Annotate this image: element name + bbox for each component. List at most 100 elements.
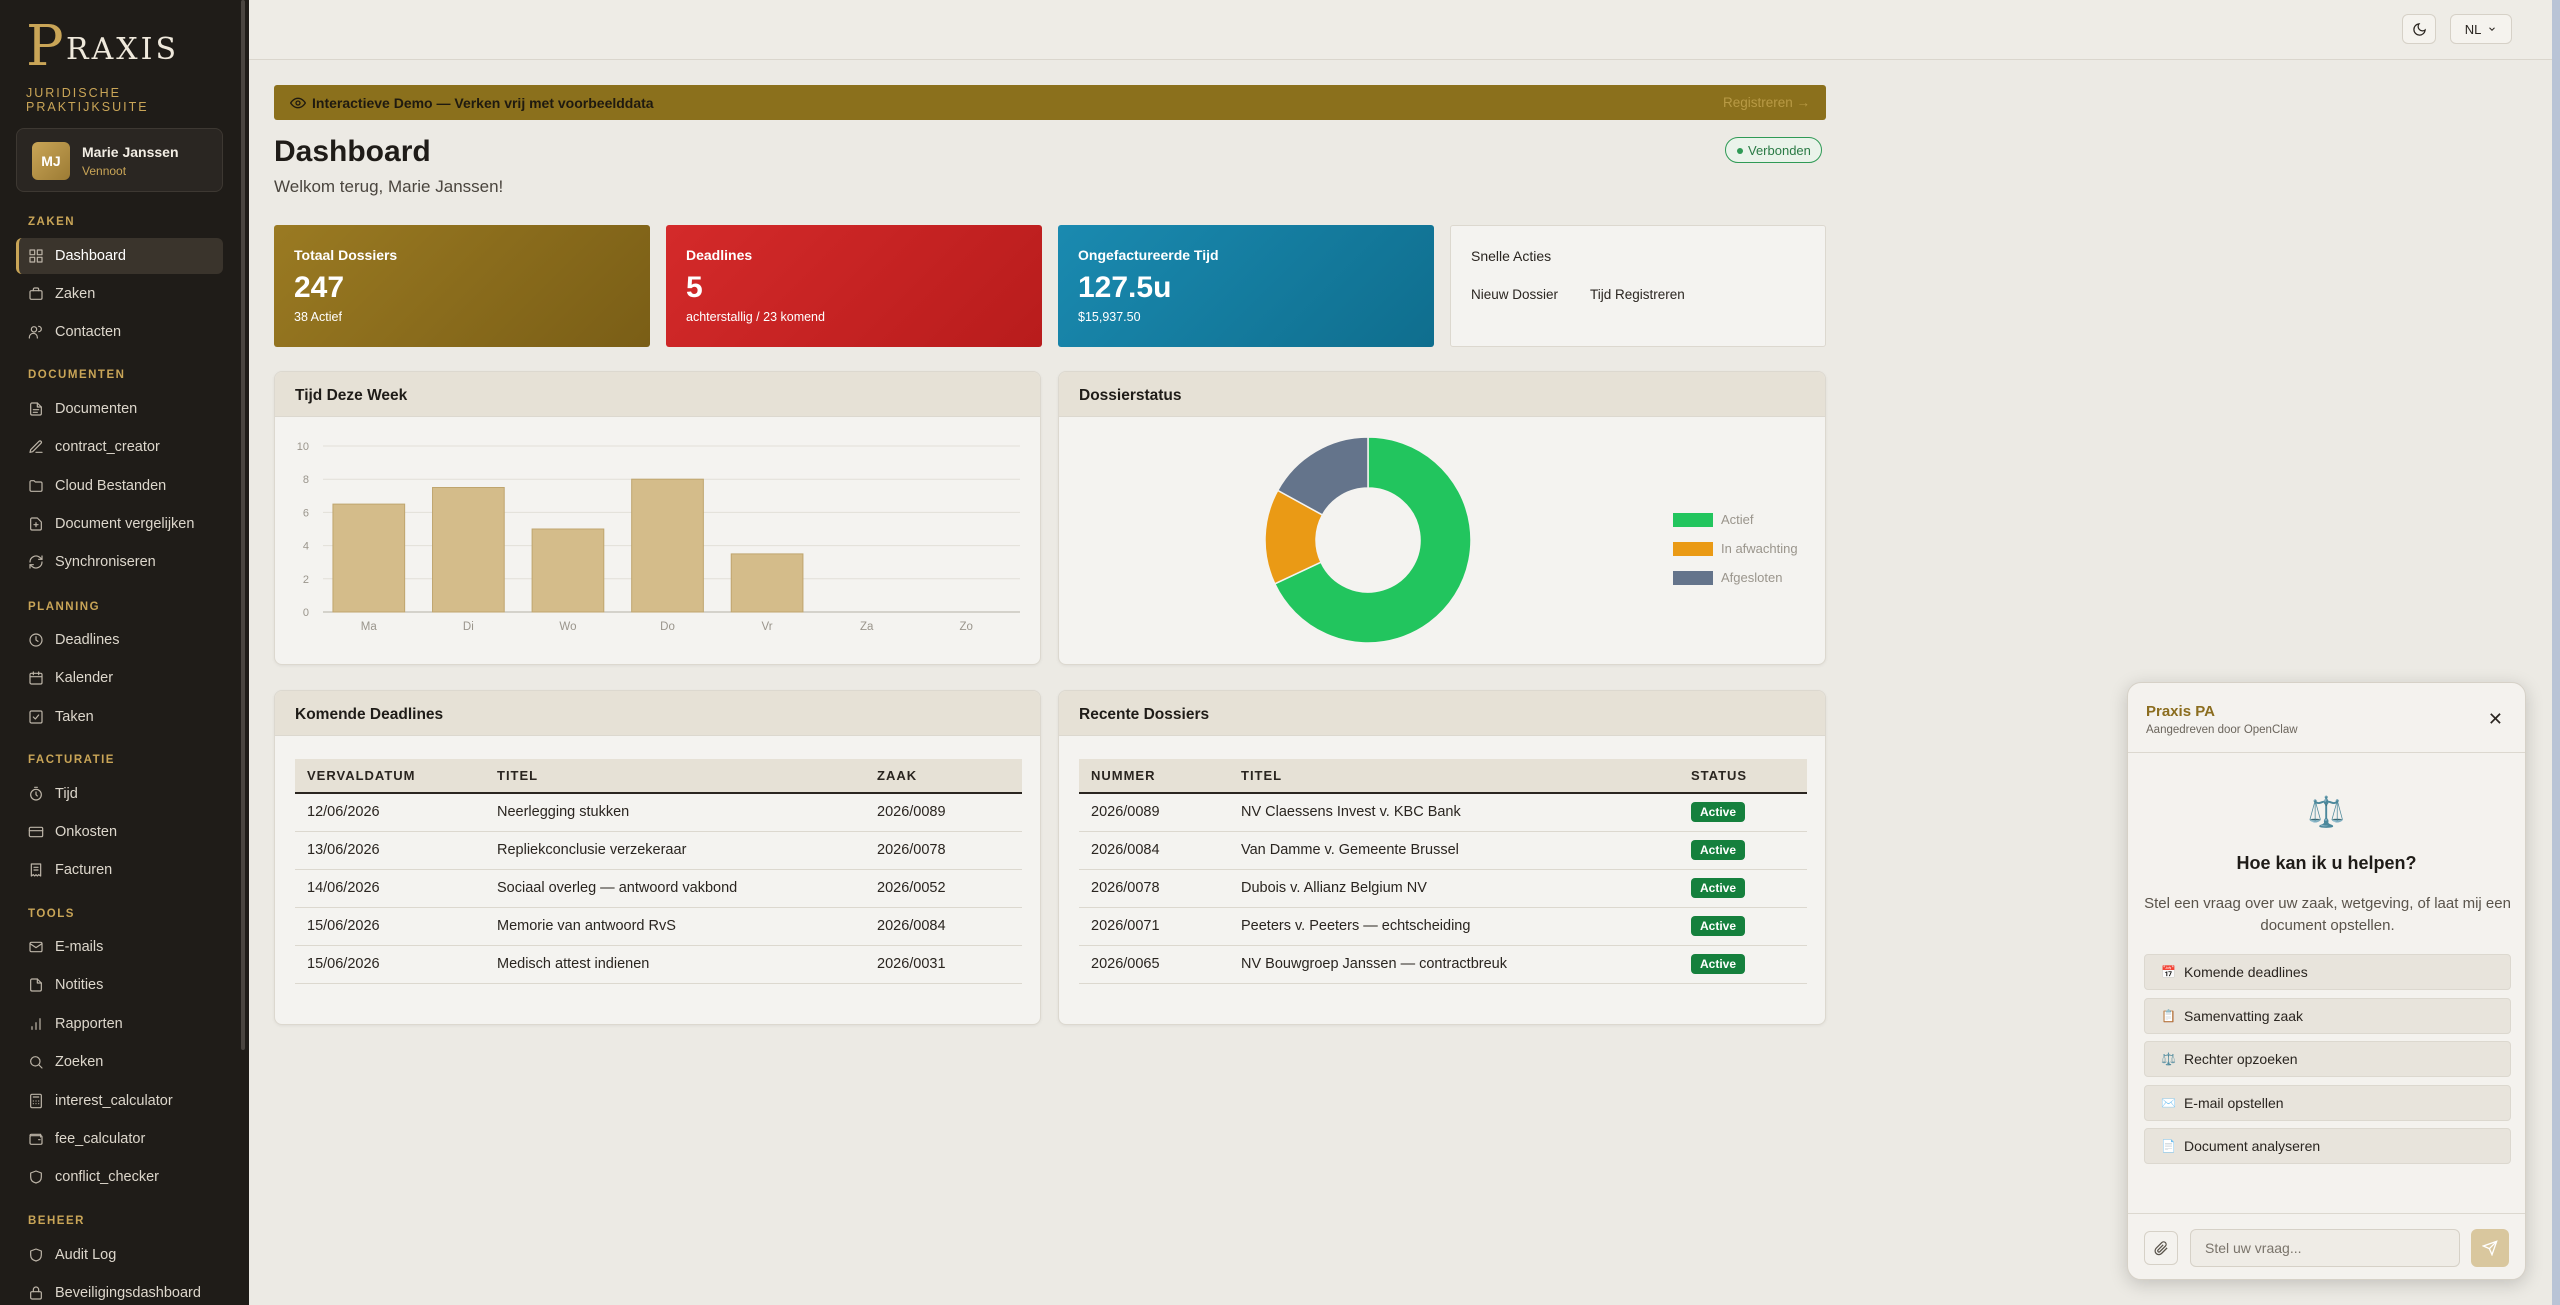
sidebar-item-beveiligingsdashboard[interactable]: Beveiligingsdashboard [16,1275,223,1305]
sidebar-item-facturen[interactable]: Facturen [16,852,223,888]
sidebar-item-e-mails[interactable]: E-mails [16,929,223,965]
receipt-icon [28,862,44,878]
table-row[interactable]: 12/06/2026 Neerlegging stukken 2026/0089 [295,793,1022,832]
send-button[interactable] [2471,1229,2509,1267]
sidebar-item-kalender[interactable]: Kalender [16,660,223,696]
legend-label: Afgesloten [1721,570,1783,585]
chart-legend: Actief In afwachting Afgesloten [1673,505,1798,592]
legend-swatch [1673,541,1713,556]
y-tick-label: 0 [303,607,309,619]
logo[interactable]: P RAXIS [26,16,226,82]
table-cell: 2026/0084 [1079,831,1229,870]
table-row[interactable]: 2026/0065 NV Bouwgroep Janssen — contract… [1079,945,1807,984]
logo-text: RAXIS [66,32,180,67]
stat-card-unbilled-time[interactable]: Ongefactureerde Tijd 127.5u $15,937.50 [1058,225,1434,347]
log-time-button[interactable]: Tijd Registreren [1590,287,1685,302]
user-name: Marie Janssen [82,144,179,160]
theme-toggle-button[interactable] [2402,14,2436,44]
chat-subtitle: Aangedreven door OpenClaw [2146,724,2298,736]
table-row[interactable]: 2026/0078 Dubois v. Allianz Belgium NV Act… [1079,869,1807,908]
sidebar-item-dashboard[interactable]: Dashboard [16,238,223,274]
suggestion-button[interactable]: 📋 Samenvatting zaak [2144,997,2511,1034]
register-link[interactable]: Registreren → [1722,95,1810,110]
table-cell: Sociaal overleg — antwoord vakbond [485,869,865,908]
status-badge: Active [1691,878,1746,898]
suggestion-button[interactable]: ⚖️ Rechter opzoeken [2144,1041,2511,1077]
sidebar-item-zaken[interactable]: Zaken [16,276,223,312]
table-row[interactable]: 2026/0084 Van Damme v. Gemeente Brussel Ac… [1079,831,1807,870]
sidebar-item-zoeken[interactable]: Zoeken [16,1044,223,1080]
bar-wo [531,528,605,613]
table-cell: Van Damme v. Gemeente Brussel [1229,831,1679,870]
suggestion-button[interactable]: ✉️ E-mail opstellen [2144,1084,2511,1121]
x-tick-label: Za [860,621,874,633]
legend-item[interactable]: Actief [1673,505,1798,534]
column-header[interactable]: ZAAK [865,759,1022,794]
table-row[interactable]: 14/06/2026 Sociaal overleg — antwoord vak… [295,869,1022,908]
new-case-button[interactable]: Nieuw Dossier [1471,287,1559,302]
suggestion-label: Samenvatting zaak [2183,1007,2304,1024]
table-row[interactable]: 2026/0071 Peeters v. Peeters — echtscheid… [1079,907,1807,946]
sidebar-item-label: Documenten [55,401,138,417]
attach-button[interactable] [2144,1231,2178,1265]
stat-card-deadlines[interactable]: Deadlines 5 achterstallig / 23 komend [666,225,1042,347]
column-header[interactable]: VERVALDATUM [295,759,485,794]
sidebar-item-interest-calculator[interactable]: interest_calculator [16,1083,223,1119]
user-card[interactable]: MJ Marie Janssen Vennoot [16,128,223,192]
checkbox-icon [28,709,44,725]
table-cell: 15/06/2026 [295,907,485,946]
case-status-panel: Dossierstatus Actief In afwachting Afges… [1058,371,1826,665]
legend-label: In afwachting [1721,541,1798,556]
upcoming-deadlines-panel: Komende Deadlines VERVALDATUM TITEL ZAAK… [274,690,1041,1025]
demo-banner-text: Interactieve Demo — Verken vrij met voor… [312,95,654,111]
suggestion-button[interactable]: 📅 Komende deadlines [2144,954,2511,990]
stat-card-total-cases[interactable]: Totaal Dossiers 247 38 Actief [274,225,650,347]
column-header[interactable]: TITEL [1229,759,1679,794]
table-row[interactable]: 15/06/2026 Memorie van antwoord RvS 2026/0… [295,907,1022,946]
chat-input[interactable] [2190,1229,2460,1267]
suggestion-button[interactable]: 📄 Document analyseren [2144,1128,2511,1164]
topbar [249,0,2552,60]
sidebar-item-audit-log[interactable]: Audit Log [16,1237,223,1273]
sidebar-item-document-vergelijken[interactable]: Document vergelijken [16,506,223,542]
column-header[interactable]: TITEL [485,759,865,794]
language-select[interactable]: NL [2450,14,2512,44]
table-row[interactable]: 15/06/2026 Medisch attest indienen 2026/00… [295,945,1022,984]
sidebar-item-cloud-bestanden[interactable]: Cloud Bestanden [16,468,223,504]
sidebar-item-synchroniseren[interactable]: Synchroniseren [16,544,223,580]
chat-header: Praxis PA Aangedreven door OpenClaw ✕ [2128,683,2525,753]
sidebar-item-label: Rapporten [55,1016,123,1032]
sidebar-item-tijd[interactable]: Tijd [16,776,223,812]
close-icon[interactable]: ✕ [2487,709,2503,729]
status-dot [1737,148,1743,154]
search-icon [28,1054,44,1070]
column-header[interactable]: NUMMER [1079,759,1229,794]
legend-item[interactable]: Afgesloten [1673,563,1798,592]
sidebar-item-onkosten[interactable]: Onkosten [16,814,223,850]
sidebar-item-notities[interactable]: Notities [16,967,223,1003]
clock-icon [28,632,44,648]
column-header[interactable]: STATUS [1679,759,1807,794]
table-header-row: VERVALDATUM TITEL ZAAK [295,759,1022,794]
y-tick-label: 8 [303,474,309,486]
deadlines-table: VERVALDATUM TITEL ZAAK 12/06/2026 Neerleg… [295,759,1022,984]
sidebar-item-taken[interactable]: Taken [16,699,223,735]
sidebar-scrollbar[interactable] [241,0,245,1050]
table-row[interactable]: 2026/0089 NV Claessens Invest v. KBC Bank… [1079,793,1807,832]
stat-label: Totaal Dossiers [294,247,398,263]
calendar-icon [28,670,44,686]
y-tick-label: 10 [297,441,309,453]
shield-icon [28,1169,44,1185]
sidebar-item-contract-creator[interactable]: contract_creator [16,429,223,465]
connection-status-label: Verbonden [1748,142,1811,158]
x-tick-label: Zo [960,621,973,633]
table-row[interactable]: 13/06/2026 Repliekconclusie verzekeraar 20… [295,831,1022,870]
legend-item[interactable]: In afwachting [1673,534,1798,563]
sidebar-item-deadlines[interactable]: Deadlines [16,622,223,658]
sidebar-item-documenten[interactable]: Documenten [16,391,223,427]
sidebar-item-conflict-checker[interactable]: conflict_checker [16,1159,223,1195]
sidebar-item-contacten[interactable]: Contacten [16,314,223,350]
sidebar-item-rapporten[interactable]: Rapporten [16,1006,223,1042]
sidebar-item-fee-calculator[interactable]: fee_calculator [16,1121,223,1157]
sidebar-item-label: fee_calculator [55,1131,146,1147]
